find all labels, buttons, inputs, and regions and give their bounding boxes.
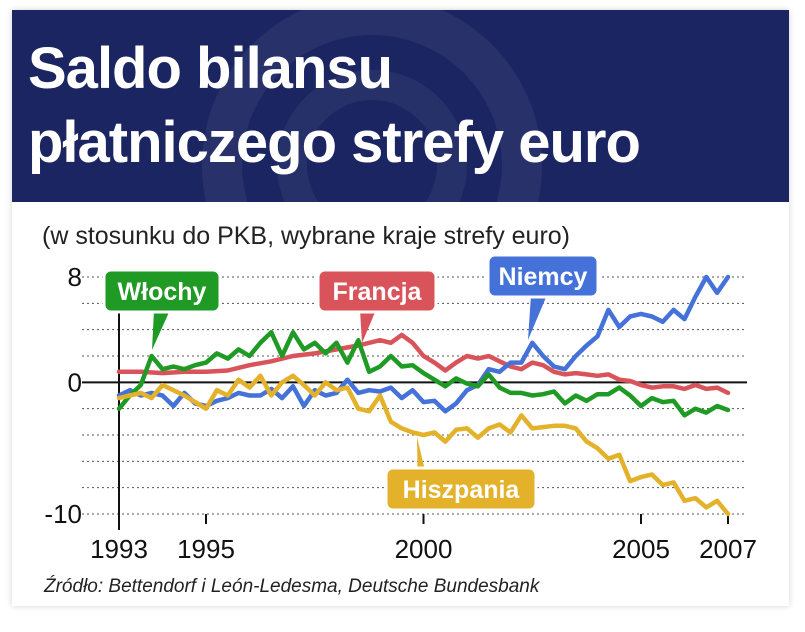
title-banner: Saldo bilansu płatniczego strefy euro	[12, 10, 789, 202]
series-line-hiszpania	[116, 373, 731, 517]
watermark-rings-icon	[202, 10, 542, 202]
y-tick-label: -10	[44, 499, 82, 529]
callout-box	[316, 268, 438, 314]
y-tick-label: 8	[68, 262, 82, 292]
x-tick-label: 2005	[612, 534, 670, 564]
series-line-francja	[116, 332, 731, 396]
callout-box	[486, 253, 600, 299]
y-tick-label: 0	[68, 367, 82, 397]
callout-hiszpania: Hiszpania	[384, 437, 538, 512]
callout-francja: Francja	[316, 268, 438, 343]
axes: 8 0 -10 1993 1995 2000 2005 2007	[44, 262, 757, 564]
callout-niemcy: Niemcy	[486, 253, 600, 340]
title-line-2: płatniczego strefy euro	[28, 110, 641, 175]
series-lines	[116, 274, 731, 517]
chart-subtitle: (w stosunku do PKB, wybrane kraje strefy…	[42, 222, 571, 250]
callout-label: Niemcy	[499, 263, 588, 291]
x-tick-label: 2000	[395, 534, 453, 564]
callout-label: Hiszpania	[403, 476, 521, 504]
callout-pointer	[360, 310, 376, 343]
series-line-niemcy	[116, 274, 731, 414]
title-line-1: Saldo bilansu	[28, 36, 393, 101]
callout-label: Francja	[333, 278, 423, 306]
x-tick-label: 1995	[177, 534, 235, 564]
callout-box	[102, 268, 222, 314]
line-chart: 8 0 -10 1993 1995 2000 2005 2007 Włochy Francja N…	[44, 253, 757, 564]
callout-pointer	[528, 295, 547, 340]
x-tick-label: 2007	[699, 534, 757, 564]
callout-label: Włochy	[118, 278, 207, 306]
source-note: Źródło: Bettendorf i León-Ledesma, Deuts…	[44, 576, 540, 597]
infographic-card: Saldo bilansu płatniczego strefy euro (w…	[12, 10, 789, 606]
callout-wlochy: Włochy	[102, 268, 222, 350]
callout-pointer	[152, 310, 170, 350]
callout-box	[384, 466, 538, 512]
x-tick-label: 1993	[90, 534, 148, 564]
callouts: Włochy Francja Niemcy Hiszpania	[102, 253, 600, 512]
series-line-wlochy	[116, 330, 731, 418]
